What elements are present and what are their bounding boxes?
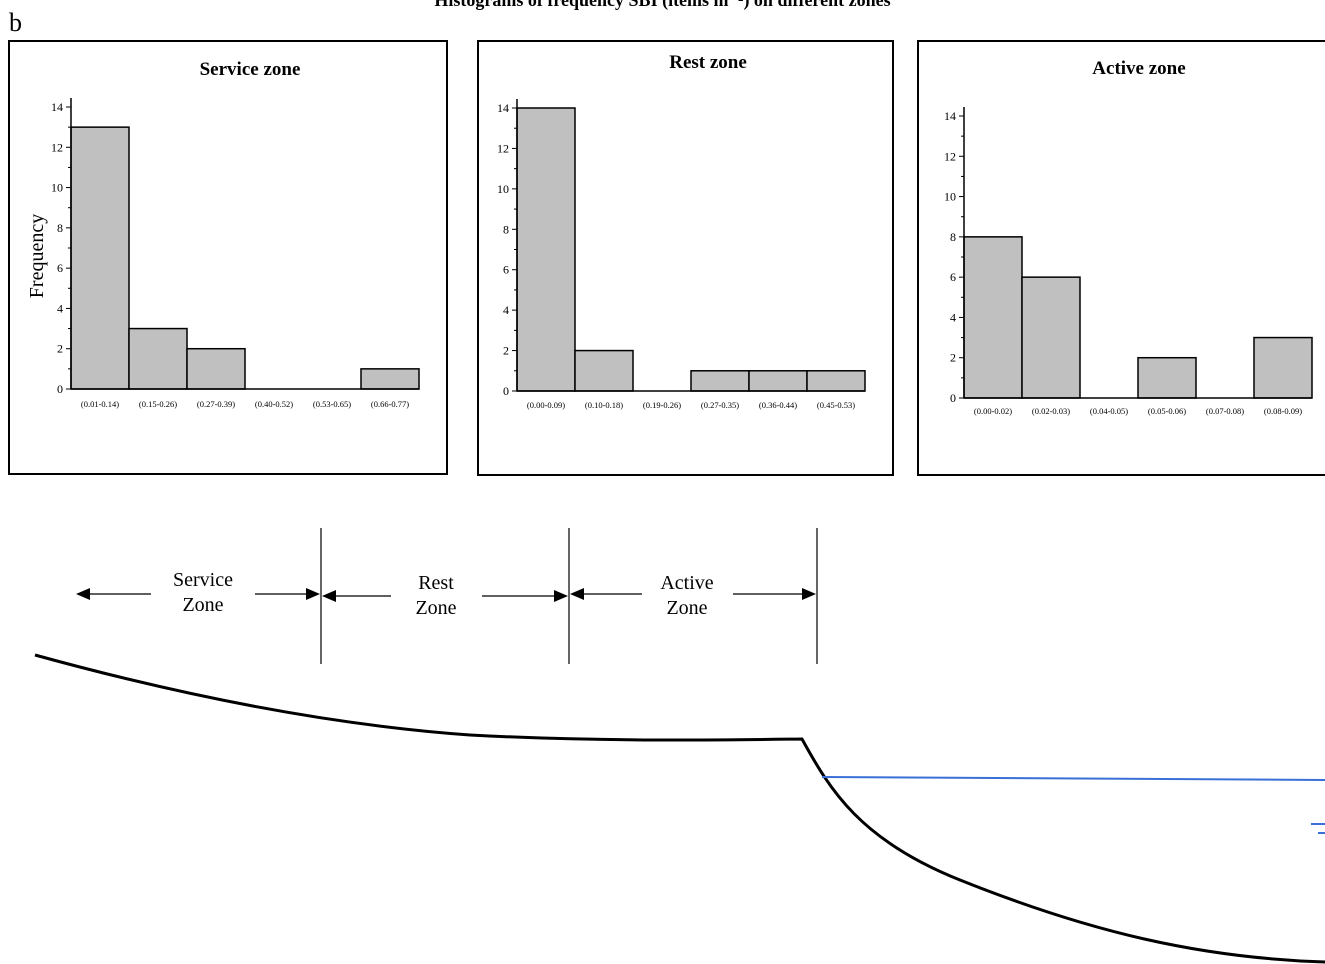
y-tick-label: 6 <box>503 263 509 277</box>
y-tick-label: 8 <box>57 221 63 235</box>
chart-title: Rest zone <box>669 52 747 73</box>
bar <box>806 370 866 392</box>
y-tick-label: 14 <box>497 101 509 115</box>
histogram-active-zone: Active zone 0 2 4 6 8 10 12 14 (0.00-0.02) (0.02-… <box>917 40 1325 476</box>
bar <box>690 370 750 392</box>
x-category-label: (0.02-0.03) <box>1032 406 1070 416</box>
bar <box>1253 336 1313 399</box>
y-tick-label: 4 <box>950 310 956 324</box>
x-category-label: (0.04-0.05) <box>1090 406 1128 416</box>
y-tick-label: 2 <box>950 351 956 365</box>
service-zone-label-1: Service <box>173 569 233 591</box>
bar <box>70 126 130 390</box>
arrow-head-right <box>802 588 816 600</box>
y-tick-label: 14 <box>51 100 63 114</box>
x-category-label: (0.07-0.08) <box>1206 406 1244 416</box>
chart-title: Active zone <box>1092 58 1185 79</box>
x-category-label: (0.08-0.09) <box>1264 406 1302 416</box>
x-category-label: (0.15-0.26) <box>139 399 177 409</box>
y-tick-label: 6 <box>57 261 63 275</box>
figure-title: Histograms of frequency SBI (items m⁻²) … <box>434 0 891 10</box>
x-category-label: (0.27-0.39) <box>197 399 235 409</box>
bar <box>963 236 1023 399</box>
bar <box>186 347 246 390</box>
histogram-rest-zone: Rest zone 0 2 4 6 8 10 12 14 (0.00-0.09) (0.10-0.… <box>477 40 894 476</box>
active-zone-label-2: Zone <box>666 597 707 619</box>
y-tick-label: 4 <box>57 301 63 315</box>
histogram-service-zone: Service zone Frequency 0 2 4 6 8 10 12 14 (0.01-… <box>8 40 448 475</box>
x-category-label: (0.10-0.18) <box>585 400 623 410</box>
bar <box>574 349 634 392</box>
y-tick-label: 12 <box>497 141 509 155</box>
y-tick-label: 14 <box>944 109 956 123</box>
bar <box>748 370 808 392</box>
water-level-line <box>821 776 1325 781</box>
y-tick-label: 2 <box>503 344 509 358</box>
arrow-head-left <box>322 590 336 602</box>
chart-title: Service zone <box>200 59 301 80</box>
bar <box>360 368 420 390</box>
y-tick-label: 0 <box>503 384 509 398</box>
x-category-label: (0.00-0.02) <box>974 406 1012 416</box>
y-tick-label: 0 <box>57 382 63 396</box>
y-tick-label: 2 <box>57 342 63 356</box>
y-tick-label: 10 <box>497 182 509 196</box>
x-category-label: (0.36-0.44) <box>759 400 797 410</box>
y-tick-label: 8 <box>503 222 509 236</box>
x-category-label: (0.01-0.14) <box>81 399 119 409</box>
y-tick-label: 10 <box>51 181 63 195</box>
y-tick-label: 0 <box>950 391 956 405</box>
x-category-label: (0.05-0.06) <box>1148 406 1186 416</box>
bar <box>128 327 188 390</box>
arrow-head-right <box>306 588 320 600</box>
y-tick-label: 8 <box>950 230 956 244</box>
x-category-label: (0.45-0.53) <box>817 400 855 410</box>
x-category-label: (0.00-0.09) <box>527 400 565 410</box>
y-axis-label: Frequency <box>26 214 48 298</box>
service-zone-label-2: Zone <box>182 594 223 616</box>
rest-zone-label-1: Rest <box>418 572 454 594</box>
y-tick-label: 12 <box>51 140 63 154</box>
bar <box>516 107 576 392</box>
y-tick-label: 6 <box>950 270 956 284</box>
rest-zone-label-2: Zone <box>415 597 456 619</box>
y-tick-label: 12 <box>944 149 956 163</box>
arrow-head-right <box>554 590 568 602</box>
x-category-label: (0.40-0.52) <box>255 399 293 409</box>
x-category-label: (0.53-0.65) <box>313 399 351 409</box>
y-tick-label: 4 <box>503 303 509 317</box>
zone-diagram: Service Zone Rest Zone Active Zone <box>34 528 1325 964</box>
x-category-label: (0.27-0.35) <box>701 400 739 410</box>
bar <box>1021 276 1081 399</box>
active-zone-label-1: Active <box>660 572 713 594</box>
x-category-label: (0.66-0.77) <box>371 399 409 409</box>
panel-letter: b <box>9 8 22 37</box>
arrow-head-left <box>76 588 90 600</box>
bar <box>1137 356 1197 399</box>
y-tick-label: 10 <box>944 190 956 204</box>
x-category-label: (0.19-0.26) <box>643 400 681 410</box>
beach-profile-line <box>34 653 1325 964</box>
arrow-head-left <box>570 588 584 600</box>
